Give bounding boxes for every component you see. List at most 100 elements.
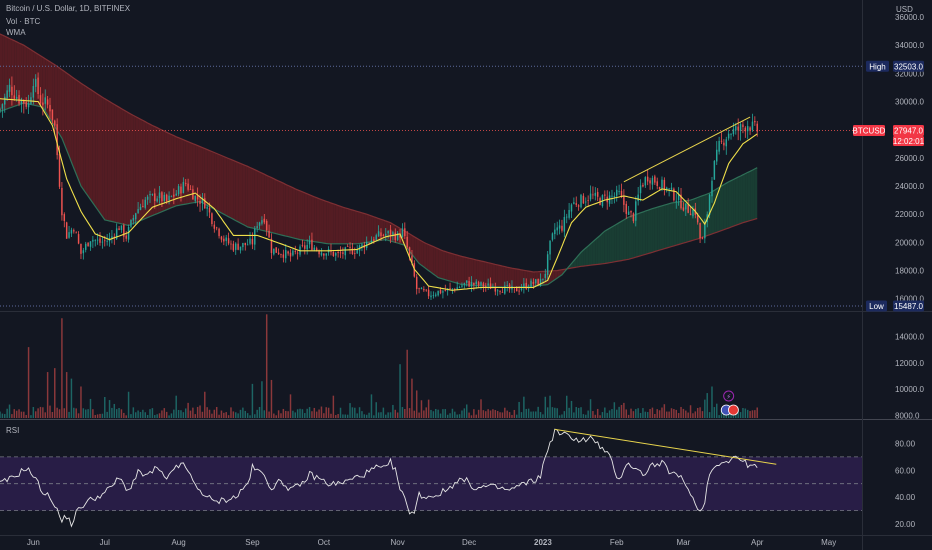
candle-body [525, 282, 527, 289]
candle [730, 133, 732, 140]
candle [225, 234, 227, 247]
candle [265, 219, 268, 236]
volume-bar [704, 399, 706, 418]
candle [692, 205, 694, 219]
candle [615, 185, 618, 202]
volume-bar [187, 402, 189, 418]
volume-bar [746, 409, 749, 418]
ma-band-segment [423, 242, 427, 269]
candle-body [275, 247, 277, 253]
ma-band-segment [497, 264, 501, 287]
candle-body [92, 239, 94, 242]
candle-body [173, 194, 175, 197]
candle-body [63, 214, 66, 221]
candle-body [418, 287, 420, 289]
ma-band-segment [450, 252, 453, 282]
candle-body [377, 231, 380, 237]
volume-bar [575, 407, 577, 418]
candle [292, 249, 294, 257]
candle [13, 85, 16, 101]
time-tick-label: Nov [391, 538, 405, 547]
volume-bar [739, 412, 742, 418]
candle [494, 282, 497, 296]
candle-body [296, 252, 299, 254]
candle-body [596, 192, 599, 197]
symbol-tag: BTCUSD [853, 124, 886, 136]
candle [215, 226, 218, 231]
price-tick-label: 36000.0 [895, 13, 924, 22]
volume-bar [44, 412, 46, 418]
ma-band-segment [66, 73, 70, 157]
candle-body [611, 195, 613, 197]
ma-band-segment [183, 139, 186, 205]
ma-band-segment [207, 149, 210, 207]
last-price-tag: 27947.0 [893, 124, 924, 136]
volume-bar [251, 383, 254, 418]
candle [406, 230, 408, 250]
volume-bar [354, 407, 356, 418]
volume-bar [644, 411, 647, 418]
ma-band-segment [476, 259, 479, 286]
ma-band-segment [323, 200, 327, 244]
candle-body [175, 193, 177, 196]
candle-body [530, 280, 532, 288]
ma-band-segment [147, 122, 151, 218]
candle-body [725, 139, 728, 147]
volume-bar [687, 412, 689, 418]
volume-bar [275, 415, 277, 418]
ma-band-segment [345, 207, 348, 244]
ma-band-segment [454, 254, 458, 284]
ma-band-segment [681, 201, 684, 244]
candle [375, 233, 377, 241]
candle [618, 184, 620, 195]
ma-band-segment [254, 169, 258, 230]
candle-body [125, 235, 127, 239]
volume-bar [337, 414, 339, 418]
candle-body [73, 230, 75, 232]
candle-body [139, 206, 142, 210]
volume-bar [706, 393, 708, 418]
candle [680, 187, 682, 210]
volume-bar [306, 408, 308, 418]
candle [87, 242, 89, 247]
candle [23, 99, 25, 114]
volume-bar [596, 408, 599, 418]
candle [273, 248, 275, 256]
volume-bar [494, 410, 497, 418]
candle [335, 251, 337, 261]
candle [289, 248, 292, 262]
ma-band-segment [90, 89, 93, 203]
volume-indicator-label[interactable]: Vol · BTC [6, 17, 41, 26]
volume-bar [6, 408, 8, 418]
volume-bar [501, 412, 504, 418]
candle [180, 183, 182, 202]
volume-bar [727, 413, 730, 418]
rsi-indicator-label[interactable]: RSI [6, 426, 20, 435]
volume-bar [225, 412, 227, 418]
ma-band-segment [733, 178, 736, 227]
ma-band-segment [95, 92, 98, 210]
candle-body [701, 238, 704, 240]
ma-band-segment [285, 184, 289, 237]
candle [223, 235, 225, 246]
candle-body [346, 245, 349, 247]
candle-body [654, 176, 656, 183]
ma-band-segment [671, 202, 674, 247]
ma-band-segment [307, 193, 310, 241]
candle [311, 232, 313, 251]
candle [146, 194, 149, 205]
ma-band-segment [333, 203, 336, 244]
candle-body [539, 279, 542, 286]
candle-body [408, 247, 411, 256]
candle [689, 206, 692, 216]
candle [344, 246, 347, 260]
ma-band-segment [623, 218, 627, 261]
volume-bar [115, 409, 118, 418]
time-tick-label: Dec [462, 538, 476, 547]
wma-indicator-label[interactable]: WMA [6, 28, 26, 37]
time-tick-label: Sep [245, 538, 260, 547]
candle-body [165, 194, 168, 201]
ma-band-segment [457, 255, 460, 284]
candle [323, 253, 325, 260]
